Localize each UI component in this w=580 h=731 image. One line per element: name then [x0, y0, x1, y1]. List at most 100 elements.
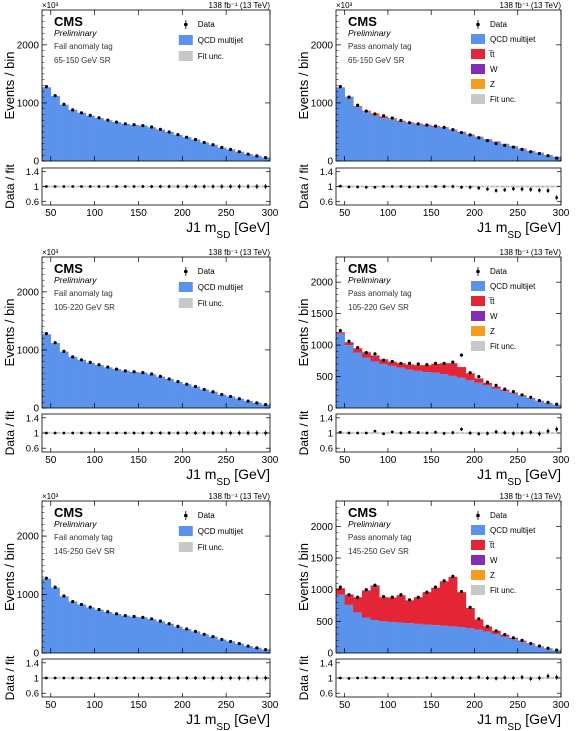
x-tick-label: 300 — [262, 455, 279, 466]
bar — [543, 402, 553, 408]
legend-data-marker — [476, 513, 480, 518]
data-point — [364, 351, 368, 355]
data-point — [529, 150, 533, 154]
bar — [370, 357, 380, 362]
data-point — [71, 108, 75, 112]
ratio-point — [185, 676, 189, 680]
data-point — [529, 395, 533, 399]
ratio-point — [80, 185, 83, 188]
data-point — [555, 156, 559, 160]
y-tick-label: 0 — [33, 649, 39, 660]
ratio-point — [434, 185, 437, 188]
x-tick-label: 200 — [174, 208, 191, 219]
bar — [243, 401, 253, 408]
ratio-point — [425, 676, 429, 680]
ratio-point — [229, 185, 232, 188]
bar — [379, 597, 389, 622]
y-tick-label: 1000 — [311, 98, 334, 109]
ratio-unc-band — [42, 185, 270, 188]
data-point — [141, 615, 145, 619]
data-point — [338, 585, 342, 589]
legend-label: Fit unc. — [198, 52, 224, 61]
ratio-point — [520, 431, 524, 435]
bar — [535, 401, 544, 408]
cms-label: CMS — [348, 261, 377, 276]
bar — [50, 342, 60, 408]
ratio-point — [408, 676, 411, 680]
legend-label: QCD multijet — [490, 282, 536, 291]
data-points — [44, 576, 268, 652]
bar — [379, 360, 389, 364]
legend-label: QCD multijet — [490, 526, 536, 535]
data-point — [150, 617, 154, 621]
ratio-point — [141, 431, 145, 435]
data-point — [468, 371, 472, 375]
ratio-point — [167, 676, 171, 680]
bar — [509, 393, 519, 408]
data-point — [106, 610, 110, 614]
data-point — [193, 137, 198, 142]
x-tick-label: 150 — [130, 208, 147, 219]
ratio-y-tick-label: 1 — [328, 674, 333, 685]
bar — [483, 626, 493, 632]
ratio-point — [373, 185, 377, 189]
data-point — [193, 629, 198, 633]
ratio-point — [390, 430, 394, 434]
category-tag-label: Pass anomaly tag — [348, 289, 412, 298]
data-point — [220, 392, 224, 397]
data-point — [555, 402, 559, 406]
y-axis-label: Events / bin — [296, 299, 311, 367]
data-point — [132, 614, 136, 619]
ratio-y-tick-label: 0.6 — [320, 444, 333, 455]
x-tick-label: 250 — [509, 455, 526, 466]
ratio-point — [185, 185, 189, 188]
ratio-point — [264, 676, 268, 680]
legend-data-marker — [476, 269, 480, 274]
ratio-point — [356, 676, 360, 680]
bar — [483, 139, 493, 161]
bar — [422, 592, 432, 625]
bar — [379, 117, 389, 119]
data-point — [537, 151, 541, 156]
bar — [361, 617, 371, 653]
bar — [77, 359, 87, 408]
bar — [526, 398, 536, 408]
ratio-point — [477, 432, 481, 436]
bar — [361, 357, 371, 408]
ratio-point — [338, 430, 342, 434]
legend-label: Z — [490, 571, 495, 580]
ratio-point — [364, 676, 368, 680]
data-point — [503, 633, 507, 637]
bar — [361, 353, 371, 358]
data-point — [416, 122, 420, 126]
legend-label: QCD multijet — [198, 36, 244, 45]
bar — [474, 619, 484, 630]
ratio-point — [382, 185, 385, 188]
ratio-point — [106, 185, 110, 188]
bar — [457, 627, 467, 653]
bar — [387, 597, 397, 622]
data-point — [356, 595, 360, 599]
bar — [353, 348, 363, 353]
ratio-point — [246, 185, 250, 188]
bar — [500, 636, 510, 653]
bar — [405, 123, 415, 161]
bar — [103, 367, 113, 408]
ratio-point — [451, 185, 455, 188]
legend-data-marker — [184, 269, 188, 274]
bar — [182, 629, 192, 653]
bar — [457, 132, 467, 161]
signal-region-label: 65-150 GeV SR — [54, 56, 111, 65]
data-point — [237, 150, 241, 154]
ratio-points — [44, 675, 268, 681]
data-point — [62, 594, 66, 598]
bar — [103, 612, 113, 653]
data-point — [373, 112, 377, 116]
ratio-point — [537, 432, 541, 436]
bar — [217, 639, 227, 653]
bar — [413, 623, 423, 653]
bar — [353, 106, 363, 161]
preliminary-label: Preliminary — [54, 275, 97, 285]
ratio-point — [529, 430, 533, 434]
bar — [120, 615, 130, 653]
